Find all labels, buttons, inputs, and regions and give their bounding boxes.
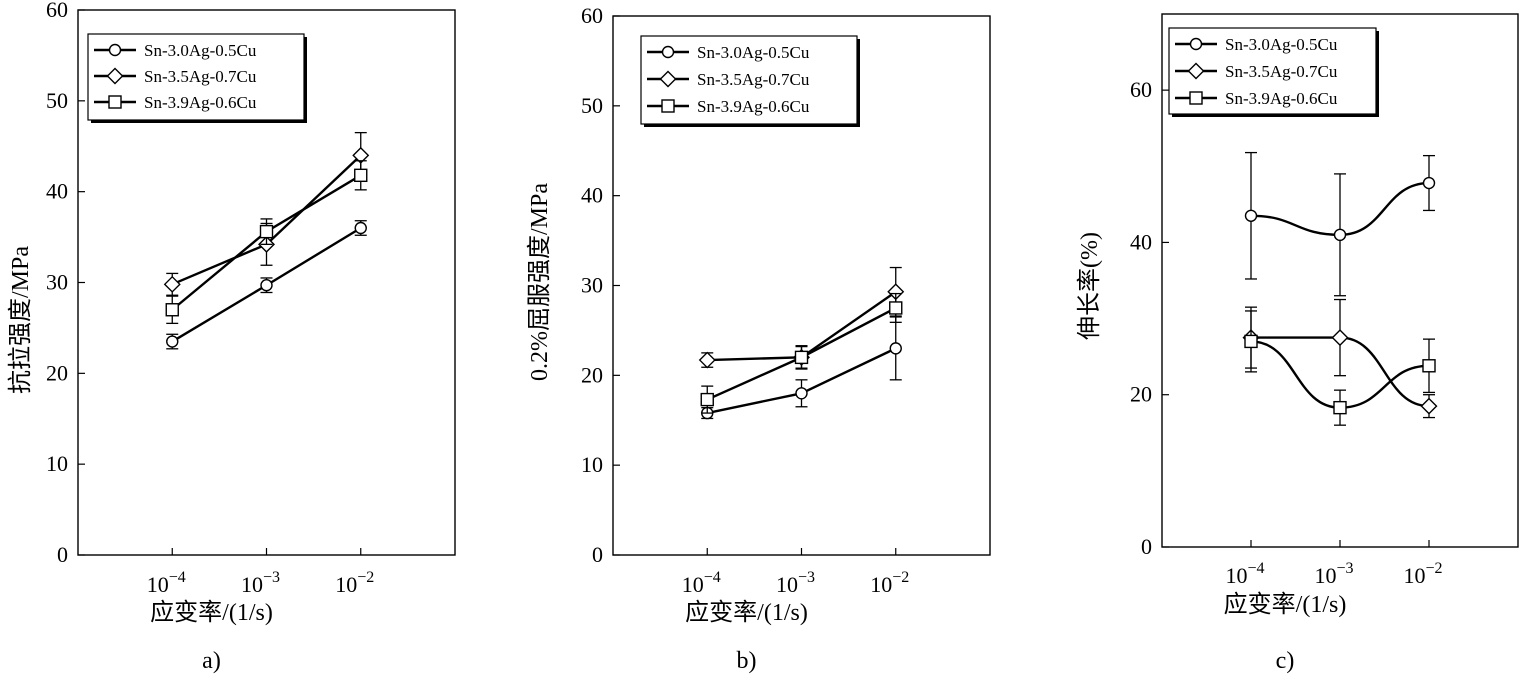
y-axis-label: 抗拉强度/MPa (7, 246, 34, 394)
data-point-square (354, 168, 368, 183)
x-tick-label: 10−4 (147, 569, 186, 597)
x-tick-label: 10−3 (776, 569, 815, 597)
chart-0: 0 10 20 30 40 50 60 10−4 10−3 10−2 应变率/(1/s) 抗拉强度/M… (7, 0, 456, 674)
y-tick-label: 50 (581, 93, 603, 118)
legend-label: Sn-3.0Ag-0.5Cu (1225, 35, 1338, 54)
data-point-square (1244, 334, 1258, 349)
panel-caption: b) (737, 648, 757, 674)
panel-caption: c) (1276, 648, 1295, 674)
series-1 (163, 131, 370, 296)
x-tick-label: 10−2 (1403, 560, 1442, 588)
y-tick-label: 0 (57, 542, 68, 567)
data-point-circle (354, 221, 367, 235)
legend: Sn-3.0Ag-0.5Cu Sn-3.5Ag-0.7Cu Sn-3.9Ag-0.6… (87, 33, 307, 123)
y-tick-label: 30 (46, 270, 68, 295)
y-tick-label: 60 (1130, 77, 1152, 102)
data-point-diamond (1420, 397, 1438, 415)
x-axis-label: 应变率/(1/s) (1224, 591, 1347, 618)
data-point-diamond (698, 351, 716, 369)
data-point-square (1333, 400, 1347, 415)
legend-label: Sn-3.9Ag-0.6Cu (1225, 89, 1338, 108)
data-point-circle (1244, 209, 1258, 222)
y-axis-label: 伸长率(%) (1076, 232, 1103, 340)
y-tick-label: 40 (1130, 229, 1152, 254)
y-tick-label: 50 (46, 88, 68, 113)
y-tick-label: 30 (581, 273, 603, 298)
data-point-square (794, 350, 809, 365)
data-point-circle (1333, 228, 1347, 242)
data-point-diamond (1331, 329, 1349, 347)
y-tick-label: 20 (1130, 382, 1152, 407)
data-point-diamond (163, 275, 181, 293)
legend-label: Sn-3.9Ag-0.6Cu (144, 93, 257, 112)
data-point-square (700, 392, 714, 407)
legend-marker-circle (1189, 37, 1203, 51)
data-point-circle (260, 279, 273, 292)
y-tick-label: 20 (581, 362, 603, 387)
x-tick-label: 10−4 (1225, 560, 1264, 588)
legend-marker-circle (661, 45, 675, 59)
data-point-square (165, 303, 179, 317)
legend-label: Sn-3.5Ag-0.7Cu (144, 67, 257, 86)
legend-marker-circle (108, 43, 122, 57)
y-axis-label: 0.2%屈服强度/MPa (526, 183, 553, 381)
y-tick-label: 40 (581, 183, 603, 208)
chart-1: 0 10 20 30 40 50 60 10−4 10−3 10−2 应变率/(1/s) 0.2%屈服… (526, 3, 991, 674)
y-tick-label: 10 (46, 451, 68, 476)
legend-marker-square (661, 99, 675, 113)
y-tick-label: 0 (592, 542, 603, 567)
series-0 (166, 220, 367, 350)
x-tick-label: 10−3 (1314, 560, 1353, 588)
legend-label: Sn-3.5Ag-0.7Cu (697, 70, 810, 89)
x-axis-label: 应变率/(1/s) (685, 599, 808, 626)
y-tick-label: 0 (1141, 534, 1152, 559)
legend-marker-diamond (106, 67, 124, 85)
series-2 (165, 160, 368, 325)
y-tick-label: 60 (46, 0, 68, 22)
legend-marker-square (108, 95, 122, 109)
data-point-circle (166, 335, 179, 348)
y-tick-label: 40 (46, 179, 68, 204)
data-point-circle (795, 387, 808, 400)
panel-caption: a) (202, 648, 221, 674)
x-tick-label: 10−3 (241, 569, 280, 597)
data-point-square (889, 301, 903, 315)
legend-label: Sn-3.0Ag-0.5Cu (697, 43, 810, 62)
legend-marker-square (1189, 91, 1203, 105)
legend: Sn-3.0Ag-0.5Cu Sn-3.5Ag-0.7Cu Sn-3.9Ag-0.6… (1168, 27, 1379, 117)
y-tick-label: 60 (581, 3, 603, 28)
x-tick-label: 10−4 (682, 569, 721, 597)
legend-label: Sn-3.0Ag-0.5Cu (144, 41, 257, 60)
series-2 (1244, 310, 1436, 426)
data-point-circle (889, 342, 902, 355)
legend-marker-diamond (1187, 62, 1205, 80)
legend: Sn-3.0Ag-0.5Cu Sn-3.5Ag-0.7Cu Sn-3.9Ag-0.6… (640, 35, 860, 127)
data-point-square (259, 224, 274, 239)
x-tick-label: 10−2 (335, 569, 374, 597)
x-tick-label: 10−2 (870, 569, 909, 597)
x-axis-label: 应变率/(1/s) (150, 599, 273, 626)
chart-2: 0 20 40 60 10−4 10−3 10−2 应变率/(1/s) 伸长率(%) c) Sn-3… (1076, 13, 1519, 674)
legend-label: Sn-3.9Ag-0.6Cu (697, 97, 810, 116)
y-tick-label: 10 (581, 452, 603, 477)
series-0 (1244, 151, 1436, 297)
legend-label: Sn-3.5Ag-0.7Cu (1225, 62, 1338, 81)
series-2 (700, 292, 903, 414)
legend-marker-diamond (659, 70, 677, 88)
series-0 (701, 316, 902, 420)
data-point-square (1422, 359, 1436, 373)
y-tick-label: 20 (46, 360, 68, 385)
data-point-circle (1422, 176, 1436, 190)
